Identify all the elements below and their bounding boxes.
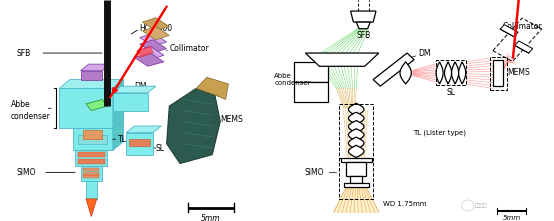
Text: Abbe
condenser: Abbe condenser <box>274 73 311 86</box>
Polygon shape <box>86 181 97 199</box>
Text: Abbe
condenser: Abbe condenser <box>11 101 50 120</box>
Polygon shape <box>196 77 228 99</box>
Polygon shape <box>75 150 107 166</box>
Text: TL (Lister type): TL (Lister type) <box>413 129 466 136</box>
Polygon shape <box>493 60 503 86</box>
Text: 光行天下: 光行天下 <box>475 203 488 208</box>
Polygon shape <box>126 126 161 133</box>
Polygon shape <box>515 41 533 53</box>
Text: Collimator: Collimator <box>503 22 543 31</box>
Polygon shape <box>142 18 170 31</box>
Bar <box>490 57 507 90</box>
Polygon shape <box>400 62 411 84</box>
Polygon shape <box>83 172 99 176</box>
Polygon shape <box>78 135 107 144</box>
Text: MEMS: MEMS <box>220 115 243 124</box>
Polygon shape <box>341 158 372 162</box>
Polygon shape <box>137 46 164 60</box>
Polygon shape <box>348 137 364 149</box>
Polygon shape <box>113 119 124 150</box>
Text: SL: SL <box>447 88 455 97</box>
Polygon shape <box>167 88 220 164</box>
Text: 5mm: 5mm <box>502 215 521 221</box>
Polygon shape <box>452 62 459 84</box>
Bar <box>436 60 466 85</box>
Polygon shape <box>436 62 443 84</box>
Polygon shape <box>500 25 518 37</box>
Polygon shape <box>459 62 466 84</box>
Polygon shape <box>81 71 102 80</box>
Text: DM: DM <box>418 49 431 57</box>
Polygon shape <box>348 120 364 133</box>
Polygon shape <box>348 103 364 115</box>
Polygon shape <box>83 175 99 178</box>
Text: SIMO: SIMO <box>16 168 35 177</box>
Polygon shape <box>113 86 156 93</box>
Text: Collimator: Collimator <box>170 44 209 53</box>
Polygon shape <box>78 159 105 164</box>
Polygon shape <box>348 129 364 141</box>
Bar <box>294 62 328 82</box>
Polygon shape <box>343 183 369 187</box>
Polygon shape <box>351 11 376 22</box>
Polygon shape <box>373 53 414 86</box>
Polygon shape <box>350 176 362 183</box>
Polygon shape <box>78 152 105 157</box>
Text: DM: DM <box>134 82 147 91</box>
Polygon shape <box>83 168 99 171</box>
Bar <box>339 104 373 158</box>
Polygon shape <box>126 133 153 155</box>
Text: HC-1300: HC-1300 <box>140 24 173 33</box>
Polygon shape <box>348 112 364 124</box>
Polygon shape <box>334 187 379 212</box>
Polygon shape <box>83 130 102 139</box>
Text: SFB: SFB <box>356 31 371 40</box>
Polygon shape <box>305 53 379 66</box>
Text: SIMO: SIMO <box>304 168 324 177</box>
Text: SL: SL <box>156 144 165 152</box>
Polygon shape <box>59 88 113 128</box>
Polygon shape <box>348 145 364 157</box>
Text: WD 1.75mm: WD 1.75mm <box>383 201 427 208</box>
Text: MEMS: MEMS <box>507 69 530 77</box>
Polygon shape <box>137 46 153 57</box>
Polygon shape <box>73 128 113 150</box>
Polygon shape <box>356 22 370 29</box>
Text: SFB: SFB <box>16 49 30 57</box>
Bar <box>294 82 328 102</box>
Polygon shape <box>59 80 124 88</box>
Polygon shape <box>113 93 148 110</box>
Polygon shape <box>142 27 170 40</box>
Polygon shape <box>140 40 167 53</box>
Text: 5mm: 5mm <box>201 214 220 221</box>
Polygon shape <box>81 64 110 71</box>
Polygon shape <box>444 62 452 84</box>
Polygon shape <box>86 99 107 110</box>
Polygon shape <box>113 80 124 128</box>
Polygon shape <box>140 33 167 46</box>
Polygon shape <box>346 162 366 176</box>
Polygon shape <box>134 53 164 66</box>
Bar <box>339 158 373 199</box>
Text: TL: TL <box>118 135 127 144</box>
Polygon shape <box>81 166 102 181</box>
Polygon shape <box>129 139 151 146</box>
Polygon shape <box>86 199 97 217</box>
